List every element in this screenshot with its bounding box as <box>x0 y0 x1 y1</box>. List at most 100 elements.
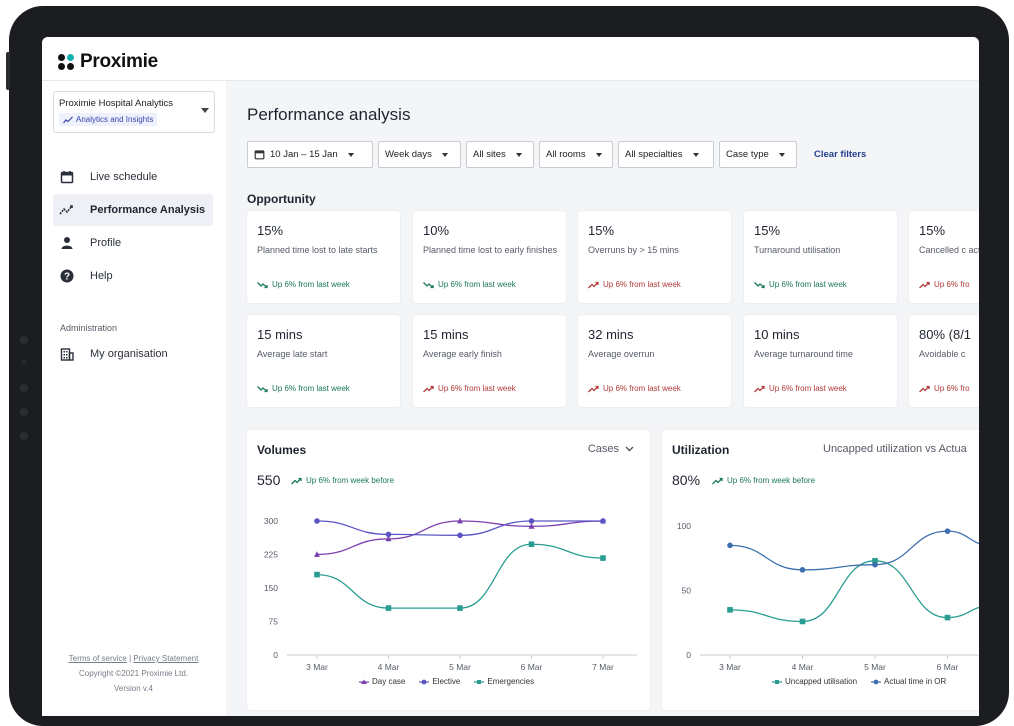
days-filter-value: Week days <box>385 149 432 160</box>
card-trend-text: Up 6% from last week <box>438 384 516 393</box>
legend-item-actual-time-in-or[interactable]: Actual time in OR <box>871 677 946 686</box>
trend-up-icon <box>588 281 599 288</box>
chevron-down-icon <box>515 152 522 157</box>
y-tick-label: 50 <box>682 586 692 596</box>
clear-filters-button[interactable]: Clear filters <box>814 149 867 160</box>
sidebar: Proximie Hospital Analytics Analytics an… <box>42 81 225 716</box>
rooms-filter[interactable]: All rooms <box>539 141 613 168</box>
sidebar-item-label: Performance Analysis <box>90 204 206 216</box>
volumes-title: Volumes <box>257 443 307 457</box>
legend-label: Emergencies <box>487 677 535 686</box>
case-type-filter[interactable]: Case type <box>719 141 797 168</box>
opportunity-card[interactable]: 15% Turnaround utilisation Up 6% from last… <box>744 211 897 303</box>
footer-separator: | <box>129 654 132 663</box>
data-point <box>385 535 392 542</box>
trend-up-icon <box>588 385 599 392</box>
date-range-filter[interactable]: 10 Jan – 15 Jan <box>247 141 373 168</box>
rooms-filter-value: All rooms <box>546 149 586 160</box>
card-trend: Up 6% fro <box>919 280 970 289</box>
trend-up-icon <box>919 281 930 288</box>
legend-item-emergencies[interactable]: Emergencies <box>474 677 534 686</box>
legend-marker-icon <box>359 679 369 684</box>
organisation-product-label: Analytics and Insights <box>76 115 154 124</box>
trend-up-icon <box>919 385 930 392</box>
logo[interactable]: Proximie <box>58 51 158 73</box>
legend-item-day-case[interactable]: Day case <box>359 677 405 686</box>
card-trend: Up 6% from last week <box>257 280 350 289</box>
privacy-statement-link[interactable]: Privacy Statement <box>133 654 199 663</box>
card-description: Cancelled c activity <box>919 245 979 255</box>
chevron-down-icon <box>778 152 785 157</box>
sidebar-item-live-schedule[interactable]: Live schedule <box>53 161 213 193</box>
days-filter[interactable]: Week days <box>378 141 461 168</box>
volumes-trend: Up 6% from week before <box>291 476 394 485</box>
sites-filter-value: All sites <box>473 149 506 160</box>
sidebar-item-help[interactable]: ? Help <box>53 260 213 292</box>
sidebar-item-label: Profile <box>90 237 122 249</box>
legend-item-elective[interactable]: Elective <box>419 677 460 686</box>
person-icon <box>59 235 75 251</box>
data-point <box>727 607 733 613</box>
specialties-filter[interactable]: All specialties <box>618 141 714 168</box>
card-value: 10 mins <box>754 327 800 342</box>
series-line <box>729 560 979 623</box>
terms-of-service-link[interactable]: Terms of service <box>68 654 127 663</box>
y-tick-label: 75 <box>269 617 279 627</box>
opportunity-card[interactable]: 10% Planned time lost to early finishes Up… <box>413 211 566 303</box>
card-trend: Up 6% from last week <box>754 384 847 393</box>
data-point <box>528 523 535 529</box>
card-description: Average late start <box>257 349 328 359</box>
sites-filter[interactable]: All sites <box>466 141 534 168</box>
opportunity-card[interactable]: 32 mins Average overrun Up 6% from last we… <box>578 315 731 407</box>
volumes-metric-select[interactable]: Cases <box>588 443 634 455</box>
opportunity-card[interactable]: 15% Cancelled c activity Up 6% fro <box>909 211 979 303</box>
card-description: Planned time lost to late starts <box>257 245 378 255</box>
legend-marker-icon <box>772 679 782 684</box>
x-tick-label: 5 Mar <box>864 662 886 672</box>
chevron-down-icon <box>625 446 634 452</box>
opportunity-card[interactable]: 15% Overruns by > 15 mins Up 6% from last … <box>578 211 731 303</box>
opportunity-card[interactable]: 15% Planned time lost to late starts Up 6%… <box>247 211 400 303</box>
data-point <box>314 571 320 578</box>
legend-item-uncapped-utilisation[interactable]: Uncapped utilisation <box>772 677 857 686</box>
organisation-select[interactable]: Proximie Hospital Analytics Analytics an… <box>53 91 215 133</box>
opportunity-card[interactable]: 15 mins Average late start Up 6% from last… <box>247 315 400 407</box>
card-trend: Up 6% from last week <box>423 280 516 289</box>
data-point <box>727 542 733 549</box>
sidebar-item-my-organisation[interactable]: My organisation <box>53 338 213 370</box>
opportunity-card[interactable]: 80% (8/1 Avoidable c Up 6% fro <box>909 315 979 407</box>
card-description: Turnaround utilisation <box>754 245 841 255</box>
trending-icon <box>59 202 75 218</box>
calendar-icon <box>254 150 265 160</box>
sidebar-footer: Terms of service | Privacy Statement Cop… <box>42 651 225 696</box>
card-trend-text: Up 6% fro <box>934 384 970 393</box>
card-value: 32 mins <box>588 327 634 342</box>
sidebar-item-label: Help <box>90 270 113 282</box>
trend-down-icon <box>257 281 268 288</box>
utilization-title: Utilization <box>672 443 730 457</box>
legend-label: Actual time in OR <box>884 677 947 686</box>
card-value: 15 mins <box>257 327 303 342</box>
data-point <box>600 518 606 524</box>
logo-text: Proximie <box>80 51 158 72</box>
legend-label: Elective <box>432 677 461 686</box>
data-point <box>528 518 535 524</box>
chevron-down-icon <box>347 152 354 157</box>
main-content: Performance analysis 10 Jan – 15 Jan Wee… <box>226 81 979 716</box>
sensor-dot <box>20 408 28 416</box>
calendar-icon <box>59 169 75 185</box>
volumes-trend-text: Up 6% from week before <box>306 476 395 485</box>
data-point <box>799 567 806 573</box>
opportunity-card[interactable]: 10 mins Average turnaround time Up 6% from… <box>744 315 897 407</box>
card-trend-text: Up 6% from last week <box>769 384 847 393</box>
utilization-metric-select[interactable]: Uncapped utilization vs Actua <box>823 443 967 455</box>
opportunity-card[interactable]: 15 mins Average early finish Up 6% from la… <box>413 315 566 407</box>
sidebar-item-performance-analysis[interactable]: Performance Analysis <box>53 194 213 226</box>
app-screen: Proximie Proximie Hospital Analytics Ana… <box>42 37 979 716</box>
organisation-product-tag: Analytics and Insights <box>59 113 158 126</box>
svg-text:?: ? <box>64 272 70 283</box>
sidebar-item-profile[interactable]: Profile <box>53 227 213 259</box>
data-point <box>457 517 463 524</box>
x-tick-label: 7 Mar <box>592 662 614 672</box>
organisation-name: Proximie Hospital Analytics <box>59 98 174 109</box>
